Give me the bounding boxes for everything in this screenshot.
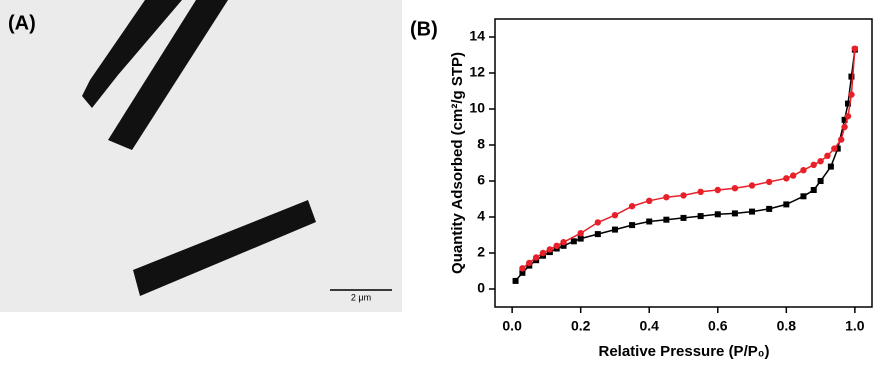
marker	[612, 227, 618, 233]
x-tick-label: 0.2	[571, 318, 591, 334]
x-tick-label: 0.0	[502, 318, 522, 334]
marker	[715, 211, 721, 217]
marker	[629, 222, 635, 228]
x-tick-label: 0.8	[777, 318, 797, 334]
marker	[560, 239, 566, 245]
marker	[595, 231, 601, 237]
marker	[595, 219, 601, 225]
marker	[818, 178, 824, 184]
marker	[612, 212, 618, 218]
marker	[526, 260, 532, 266]
y-axis-label: Quantity Adsorbed (cm²/g STP)	[449, 52, 466, 274]
marker	[715, 187, 721, 193]
marker	[519, 265, 525, 271]
series-line	[522, 49, 854, 269]
x-tick-label: 0.4	[639, 318, 659, 334]
marker	[681, 215, 687, 221]
marker	[766, 179, 772, 185]
figure: 2 μm (A) (B) Relative Pressure (P/P₀) Qu…	[0, 0, 878, 365]
marker	[513, 278, 519, 284]
y-tick-label: 2	[477, 244, 485, 260]
marker	[811, 162, 817, 168]
scale-bar-label: 2 μm	[351, 292, 371, 302]
marker	[732, 210, 738, 216]
marker	[766, 206, 772, 212]
marker	[838, 136, 844, 142]
marker	[646, 219, 652, 225]
marker	[800, 193, 806, 199]
marker	[749, 209, 755, 215]
marker	[817, 158, 823, 164]
marker	[629, 203, 635, 209]
marker	[824, 153, 830, 159]
marker	[800, 167, 806, 173]
marker	[841, 124, 847, 130]
marker	[547, 246, 553, 252]
marker	[540, 250, 546, 256]
marker	[663, 194, 669, 200]
marker	[663, 217, 669, 223]
marker	[783, 201, 789, 207]
y-tick-label: 10	[469, 100, 485, 116]
panel-label: (A)	[8, 12, 36, 34]
marker	[845, 113, 851, 119]
x-tick-label: 0.6	[708, 318, 728, 334]
y-tick-label: 4	[477, 208, 485, 224]
marker	[828, 164, 834, 170]
marker	[571, 238, 577, 244]
marker	[831, 145, 837, 151]
marker	[698, 213, 704, 219]
marker	[533, 254, 539, 260]
y-tick-label: 6	[477, 172, 485, 188]
marker	[680, 192, 686, 198]
marker	[848, 91, 854, 97]
marker	[783, 175, 789, 181]
y-tick-label: 8	[477, 136, 485, 152]
marker	[811, 187, 817, 193]
marker	[732, 185, 738, 191]
y-tick-label: 0	[477, 280, 485, 296]
marker	[790, 172, 796, 178]
marker	[578, 236, 584, 242]
panel-label: (B)	[410, 18, 438, 40]
x-tick-label: 1.0	[845, 318, 865, 334]
x-axis-label: Relative Pressure (P/P₀)	[598, 343, 769, 360]
marker	[852, 46, 858, 52]
marker	[646, 198, 652, 204]
marker	[577, 230, 583, 236]
marker	[697, 189, 703, 195]
marker	[749, 182, 755, 188]
y-tick-label: 14	[469, 28, 485, 44]
tem-image: 2 μm (A)	[0, 0, 402, 312]
y-tick-label: 12	[469, 64, 485, 80]
marker	[553, 243, 559, 249]
